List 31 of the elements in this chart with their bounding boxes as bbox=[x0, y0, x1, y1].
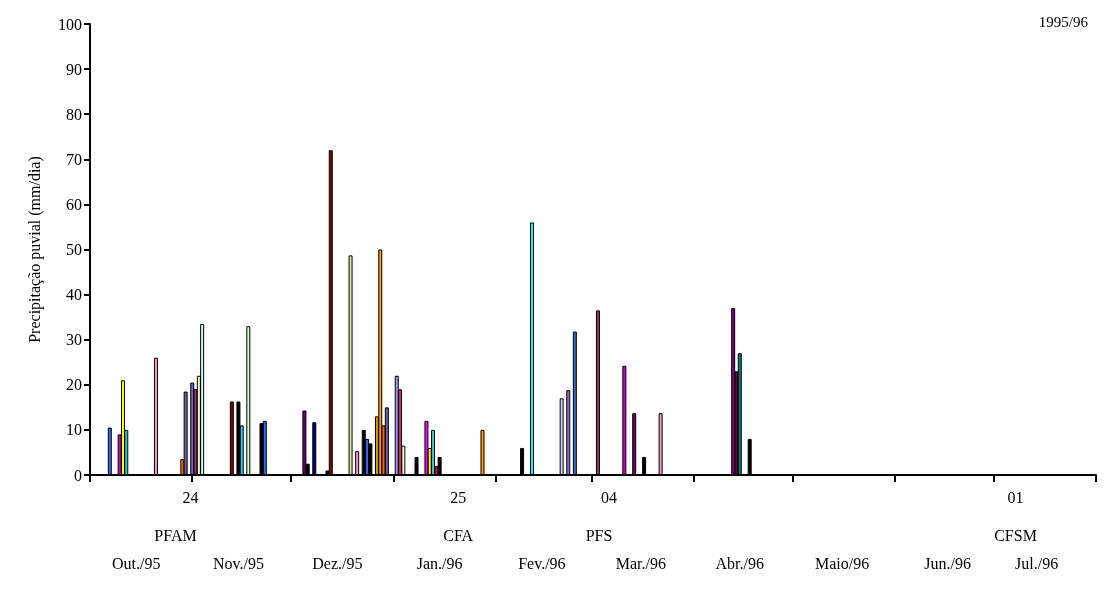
y-axis-title: Precipitação puvial (mm/dia) bbox=[25, 156, 44, 343]
x-tick-label: Mar./96 bbox=[615, 554, 666, 572]
x-tick-label: Jul./96 bbox=[1015, 554, 1059, 572]
x-tick-label: Jun./96 bbox=[924, 554, 971, 572]
y-tick-label: 30 bbox=[66, 331, 82, 349]
text: CFA bbox=[443, 526, 474, 544]
y-tick-label: 70 bbox=[66, 150, 82, 168]
x-tick-label: Out./95 bbox=[111, 554, 161, 572]
text: 04 bbox=[601, 488, 618, 506]
text: CFSM bbox=[994, 526, 1037, 544]
text: 25 bbox=[450, 488, 467, 506]
y-tick-label: 40 bbox=[66, 286, 82, 304]
x-tick-label: Abr./96 bbox=[715, 554, 764, 572]
y-tick-label: 20 bbox=[66, 376, 82, 394]
text: PFAM bbox=[154, 526, 197, 544]
y-tick-label: 50 bbox=[66, 241, 82, 258]
y-tick-label: 80 bbox=[66, 105, 82, 123]
x-tick-label: Maio/96 bbox=[814, 554, 870, 572]
y-tick-label: 90 bbox=[66, 60, 82, 78]
text: 24 bbox=[182, 488, 199, 506]
x-tick-label: Jan./96 bbox=[416, 554, 463, 572]
y-tick-label: 100 bbox=[58, 15, 82, 33]
text: 01 bbox=[1007, 488, 1024, 506]
y-tick-label: 60 bbox=[66, 195, 82, 213]
text: PFS bbox=[585, 526, 613, 544]
y-tick-label: 10 bbox=[66, 421, 82, 439]
y-tick-label: 0 bbox=[74, 466, 82, 484]
x-tick-label: Dez./95 bbox=[312, 554, 363, 572]
x-tick-label: Fev./96 bbox=[518, 554, 566, 572]
x-tick-label: Nov./95 bbox=[212, 554, 264, 572]
annotation: 1995/96 bbox=[1038, 13, 1089, 30]
